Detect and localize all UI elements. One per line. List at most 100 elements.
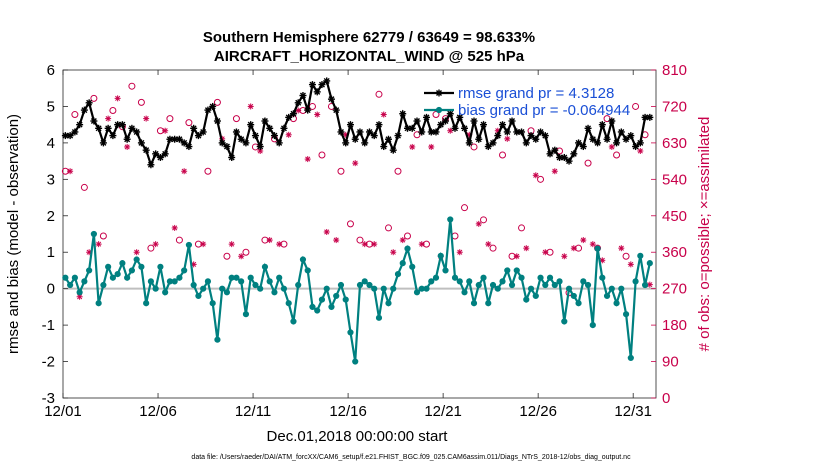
y-axis-label-right: # of obs: o=possible; ×=assimilated: [696, 117, 713, 352]
rmse-point: [375, 121, 383, 129]
rmse-point: [541, 132, 549, 140]
bias-point: [466, 278, 473, 285]
obs-assimilated-marker: [409, 143, 416, 150]
bias-point: [209, 300, 216, 307]
bias-point: [494, 285, 501, 292]
obs-possible-marker: [356, 236, 364, 244]
bias-point: [432, 274, 440, 281]
obs-possible-marker: [432, 111, 440, 119]
x-tick-label: 12/21: [424, 403, 462, 420]
obs-assimilated-marker: [504, 135, 511, 142]
obs-possible-marker: [470, 143, 478, 151]
obs-assimilated-marker: [323, 228, 330, 235]
rmse-point: [413, 117, 421, 125]
obs-possible-marker: [499, 151, 507, 159]
rmse-point: [251, 132, 259, 140]
obs-possible-marker: [242, 248, 250, 256]
bias-point: [523, 296, 530, 303]
y-right-tick-label: 0: [662, 390, 670, 407]
rmse-point: [228, 153, 236, 161]
obs-possible-marker: [346, 220, 354, 228]
obs-assimilated-marker: [266, 237, 273, 244]
bias-point: [627, 354, 634, 362]
bias-point: [489, 281, 497, 289]
rmse-point: [308, 81, 316, 89]
y-tick-label: 3: [47, 171, 55, 188]
bias-point: [532, 292, 539, 300]
obs-possible-marker: [204, 167, 212, 175]
obs-assimilated-marker: [95, 241, 102, 248]
rmse-point: [427, 128, 435, 136]
bias-point: [385, 300, 392, 307]
bias-point: [214, 336, 221, 343]
rmse-point: [128, 124, 136, 132]
bias-point: [328, 303, 335, 310]
rmse-point: [299, 92, 307, 100]
y-tick-label: 0: [47, 281, 55, 298]
obs-possible-marker: [489, 244, 497, 252]
bias-point: [361, 278, 368, 285]
bias-point: [632, 278, 639, 285]
rmse-point: [456, 113, 464, 121]
rmse-point: [247, 121, 255, 129]
obs-assimilated-marker: [361, 241, 368, 248]
rmse-point: [646, 113, 654, 121]
bias-point: [447, 216, 454, 223]
obs-possible-marker: [480, 216, 488, 224]
obs-assimilated-marker: [561, 253, 568, 260]
rmse-point: [109, 132, 117, 140]
chart-title: Southern Hemisphere 62779 / 63649 = 98.6…: [203, 29, 535, 46]
bias-point: [504, 267, 511, 274]
bias-point: [451, 274, 459, 281]
bias-point: [138, 263, 145, 270]
bias-point: [128, 267, 135, 274]
bias-point: [261, 263, 269, 270]
bias-point: [109, 274, 116, 281]
rmse-point: [551, 146, 559, 154]
y-tick-label: -1: [42, 317, 55, 334]
bias-point: [613, 300, 620, 307]
obs-possible-marker: [223, 252, 231, 260]
obs-possible-marker: [213, 98, 221, 106]
rmse-point: [304, 106, 312, 114]
bias-point: [556, 278, 563, 285]
rmse-point: [294, 99, 302, 107]
obs-assimilated-marker: [228, 241, 235, 248]
bias-point: [318, 296, 326, 303]
rmse-point: [270, 132, 278, 140]
rmse-point: [175, 135, 183, 143]
obs-possible-marker: [232, 115, 240, 123]
rmse-point: [613, 139, 621, 147]
rmse-point: [537, 128, 545, 136]
rmse-point: [565, 157, 573, 165]
rmse-point: [133, 128, 141, 136]
obs-assimilated-marker: [238, 253, 245, 260]
bias-point: [618, 285, 625, 292]
rmse-point: [399, 110, 407, 118]
bias-point: [437, 252, 444, 259]
x-axis-label: Dec.01,2018 00:00:00 start: [267, 428, 449, 445]
bias-point: [622, 311, 630, 318]
rmse-point: [289, 110, 297, 118]
rmse-point: [489, 139, 497, 147]
bias-point: [280, 285, 288, 292]
bias-point: [375, 314, 383, 321]
bias-point: [200, 285, 207, 292]
rmse-point: [152, 150, 160, 158]
rmse-point: [422, 113, 430, 121]
rmse-point: [213, 117, 221, 125]
bias-point: [233, 274, 240, 281]
rmse-point: [261, 117, 269, 125]
rmse-point: [351, 135, 359, 143]
rmse-point: [508, 117, 516, 125]
obs-assimilated-marker: [181, 168, 188, 175]
rmse-point: [470, 117, 478, 125]
bias-point: [390, 285, 397, 292]
bias-point: [352, 358, 359, 365]
bias-point: [603, 292, 611, 300]
bias-point: [219, 285, 226, 292]
bias-point: [570, 292, 577, 300]
obs-assimilated-marker: [171, 224, 178, 231]
obs-possible-marker: [632, 102, 640, 110]
